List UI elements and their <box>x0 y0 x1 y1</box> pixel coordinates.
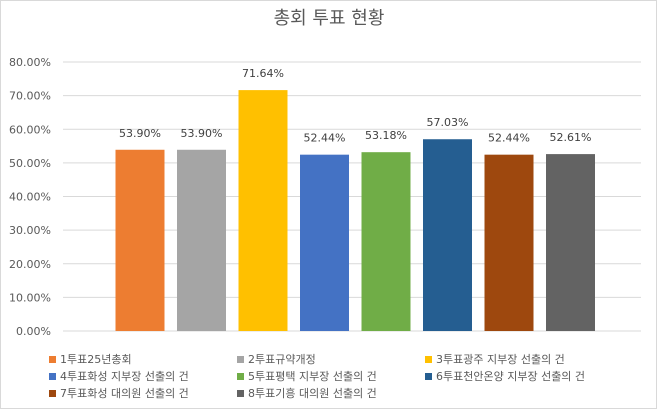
data-label-8: 52.61% <box>550 131 592 144</box>
y-tick-label: 20.00% <box>9 258 51 271</box>
y-tick-label: 70.00% <box>9 90 51 103</box>
data-label-2: 53.90% <box>181 127 223 140</box>
y-tick-label: 0.00% <box>16 325 51 338</box>
bar-1 <box>115 149 165 331</box>
y-tick-label: 60.00% <box>9 123 51 136</box>
data-labels: 53.90% 53.90% 71.64% 52.44% 53.18% 57.03% 52.4… <box>119 67 591 145</box>
data-label-7: 52.44% <box>488 132 530 145</box>
bar-6 <box>423 139 472 331</box>
data-label-5: 53.18% <box>365 129 407 142</box>
data-label-4: 52.44% <box>304 132 346 145</box>
y-tick-label: 50.00% <box>9 157 51 170</box>
bar-5 <box>361 152 411 331</box>
y-tick-label: 10.00% <box>9 291 51 304</box>
bar-2 <box>177 149 226 331</box>
bar-8 <box>546 154 595 331</box>
bar-3 <box>238 90 288 331</box>
data-label-6: 57.03% <box>427 116 469 129</box>
data-label-1: 53.90% <box>119 127 161 140</box>
y-tick-label: 30.00% <box>9 224 51 237</box>
y-axis: 0.00% 10.00% 20.00% 30.00% 40.00% 50.00% 60.00… <box>9 56 51 338</box>
y-tick-label: 40.00% <box>9 191 51 204</box>
bar-4 <box>300 154 349 331</box>
bar-7 <box>484 154 534 331</box>
y-tick-label: 80.00% <box>9 56 51 69</box>
chart-title: 총회 투표 현황 <box>274 8 385 29</box>
bars <box>115 90 595 331</box>
data-label-3: 71.64% <box>242 67 284 80</box>
